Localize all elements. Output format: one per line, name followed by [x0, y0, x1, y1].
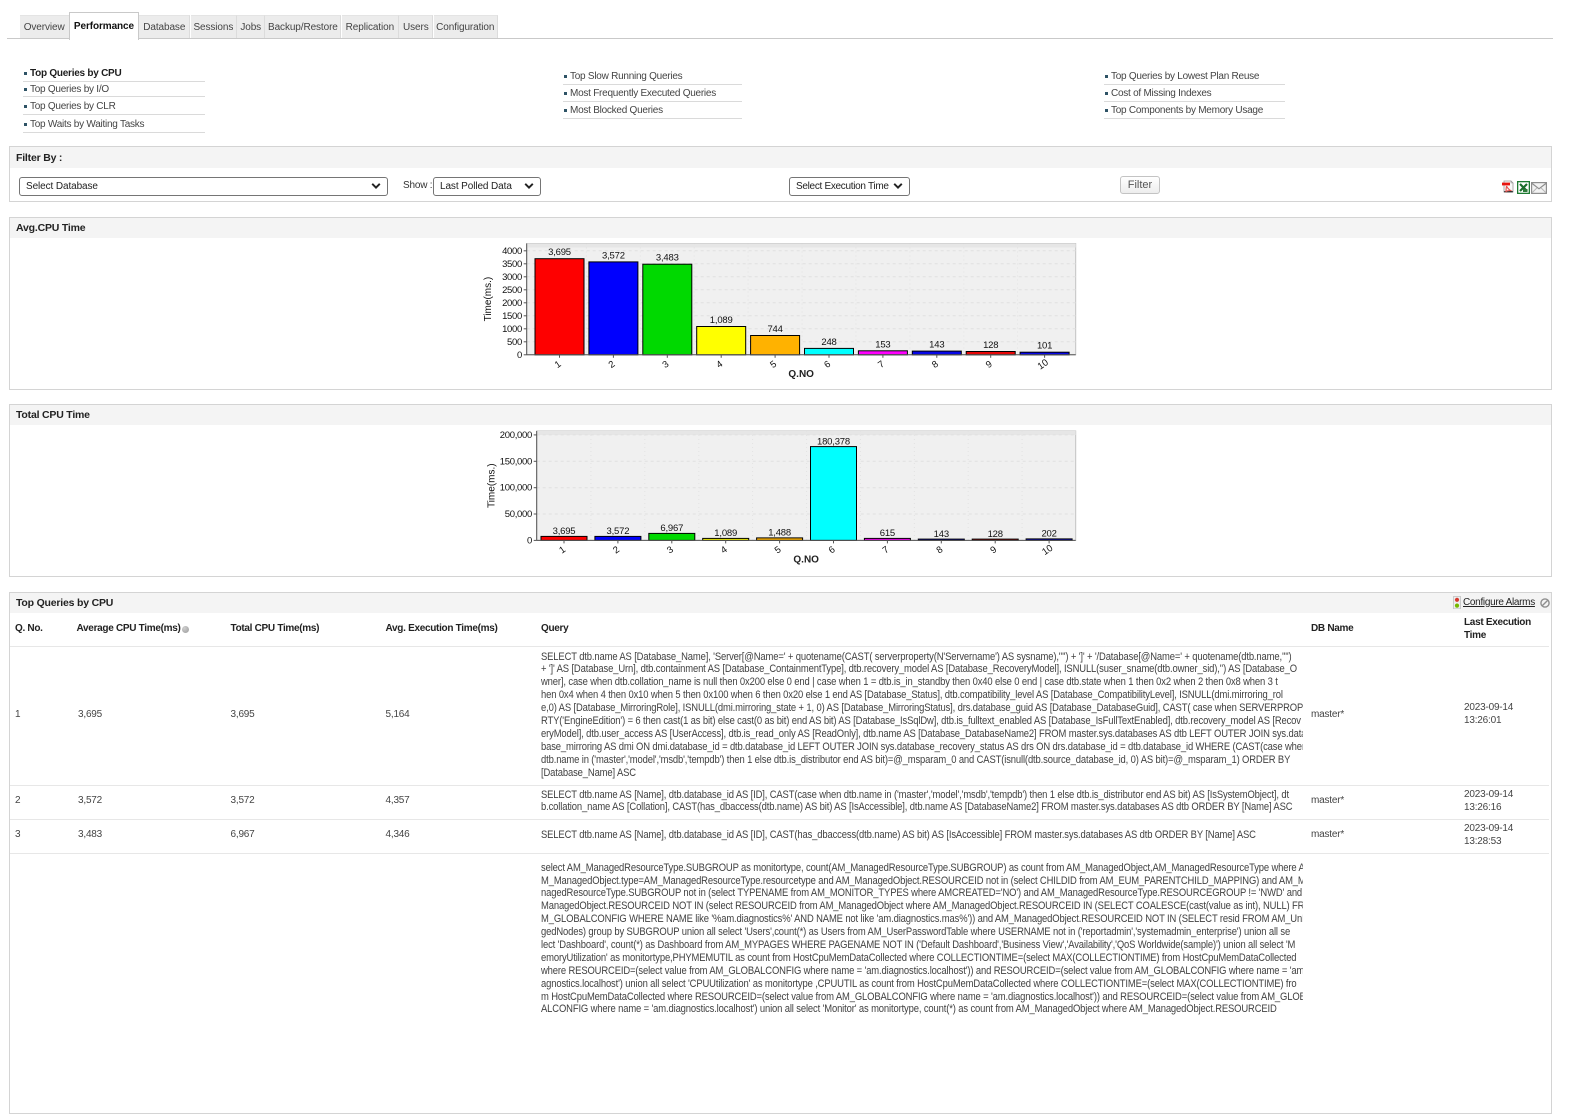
svg-text:150,000: 150,000	[500, 456, 532, 467]
svg-text:180,378: 180,378	[817, 436, 850, 447]
svg-text:8: 8	[930, 359, 941, 371]
svg-text:Time(ms.): Time(ms.)	[487, 463, 498, 508]
svg-text:248: 248	[821, 337, 836, 348]
svg-text:1: 1	[557, 544, 568, 556]
svg-text:4: 4	[719, 544, 730, 556]
svg-text:128: 128	[988, 529, 1003, 540]
svg-text:744: 744	[767, 324, 782, 335]
svg-text:3,695: 3,695	[553, 526, 576, 537]
svg-text:8: 8	[935, 544, 946, 556]
svg-text:3,572: 3,572	[607, 526, 630, 537]
svg-text:Time(ms.): Time(ms.)	[483, 277, 494, 322]
svg-text:2000: 2000	[502, 298, 522, 309]
svg-text:1500: 1500	[502, 311, 522, 322]
svg-text:0: 0	[527, 535, 532, 546]
svg-text:202: 202	[1041, 529, 1056, 540]
svg-text:1000: 1000	[502, 324, 522, 335]
svg-text:1: 1	[553, 359, 564, 371]
svg-text:6: 6	[822, 359, 833, 371]
svg-text:10: 10	[1040, 543, 1055, 558]
svg-text:2: 2	[607, 359, 618, 371]
svg-text:Q.NO: Q.NO	[793, 554, 819, 565]
svg-text:3000: 3000	[502, 272, 522, 283]
svg-text:4000: 4000	[502, 246, 522, 257]
svg-text:3: 3	[661, 359, 672, 371]
svg-text:0: 0	[517, 350, 522, 361]
svg-text:100,000: 100,000	[500, 483, 532, 494]
svg-text:6,967: 6,967	[660, 523, 683, 534]
svg-text:5: 5	[768, 359, 779, 371]
svg-text:2500: 2500	[502, 285, 522, 296]
svg-text:3,572: 3,572	[602, 250, 625, 261]
svg-text:50,000: 50,000	[505, 509, 532, 520]
svg-text:3,483: 3,483	[656, 253, 679, 264]
svg-text:5: 5	[773, 544, 784, 556]
svg-text:500: 500	[507, 337, 522, 348]
svg-text:9: 9	[988, 544, 999, 556]
svg-text:128: 128	[983, 340, 998, 351]
svg-text:200,000: 200,000	[500, 430, 532, 441]
svg-text:4: 4	[714, 359, 725, 371]
svg-text:2: 2	[611, 544, 622, 556]
svg-text:143: 143	[929, 340, 944, 351]
svg-text:7: 7	[876, 359, 887, 371]
svg-text:153: 153	[875, 339, 890, 350]
svg-text:3500: 3500	[502, 259, 522, 270]
svg-text:7: 7	[881, 544, 892, 556]
svg-text:1,089: 1,089	[714, 528, 737, 539]
svg-text:9: 9	[984, 359, 995, 371]
svg-text:143: 143	[934, 529, 949, 540]
svg-text:1,488: 1,488	[768, 528, 791, 539]
svg-text:1,089: 1,089	[710, 315, 733, 326]
svg-text:Q.NO: Q.NO	[788, 369, 814, 380]
svg-text:3: 3	[665, 544, 676, 556]
svg-text:10: 10	[1036, 357, 1051, 372]
svg-text:3,695: 3,695	[548, 247, 571, 258]
svg-text:6: 6	[827, 544, 838, 556]
svg-text:615: 615	[880, 528, 895, 539]
svg-text:101: 101	[1037, 341, 1052, 352]
